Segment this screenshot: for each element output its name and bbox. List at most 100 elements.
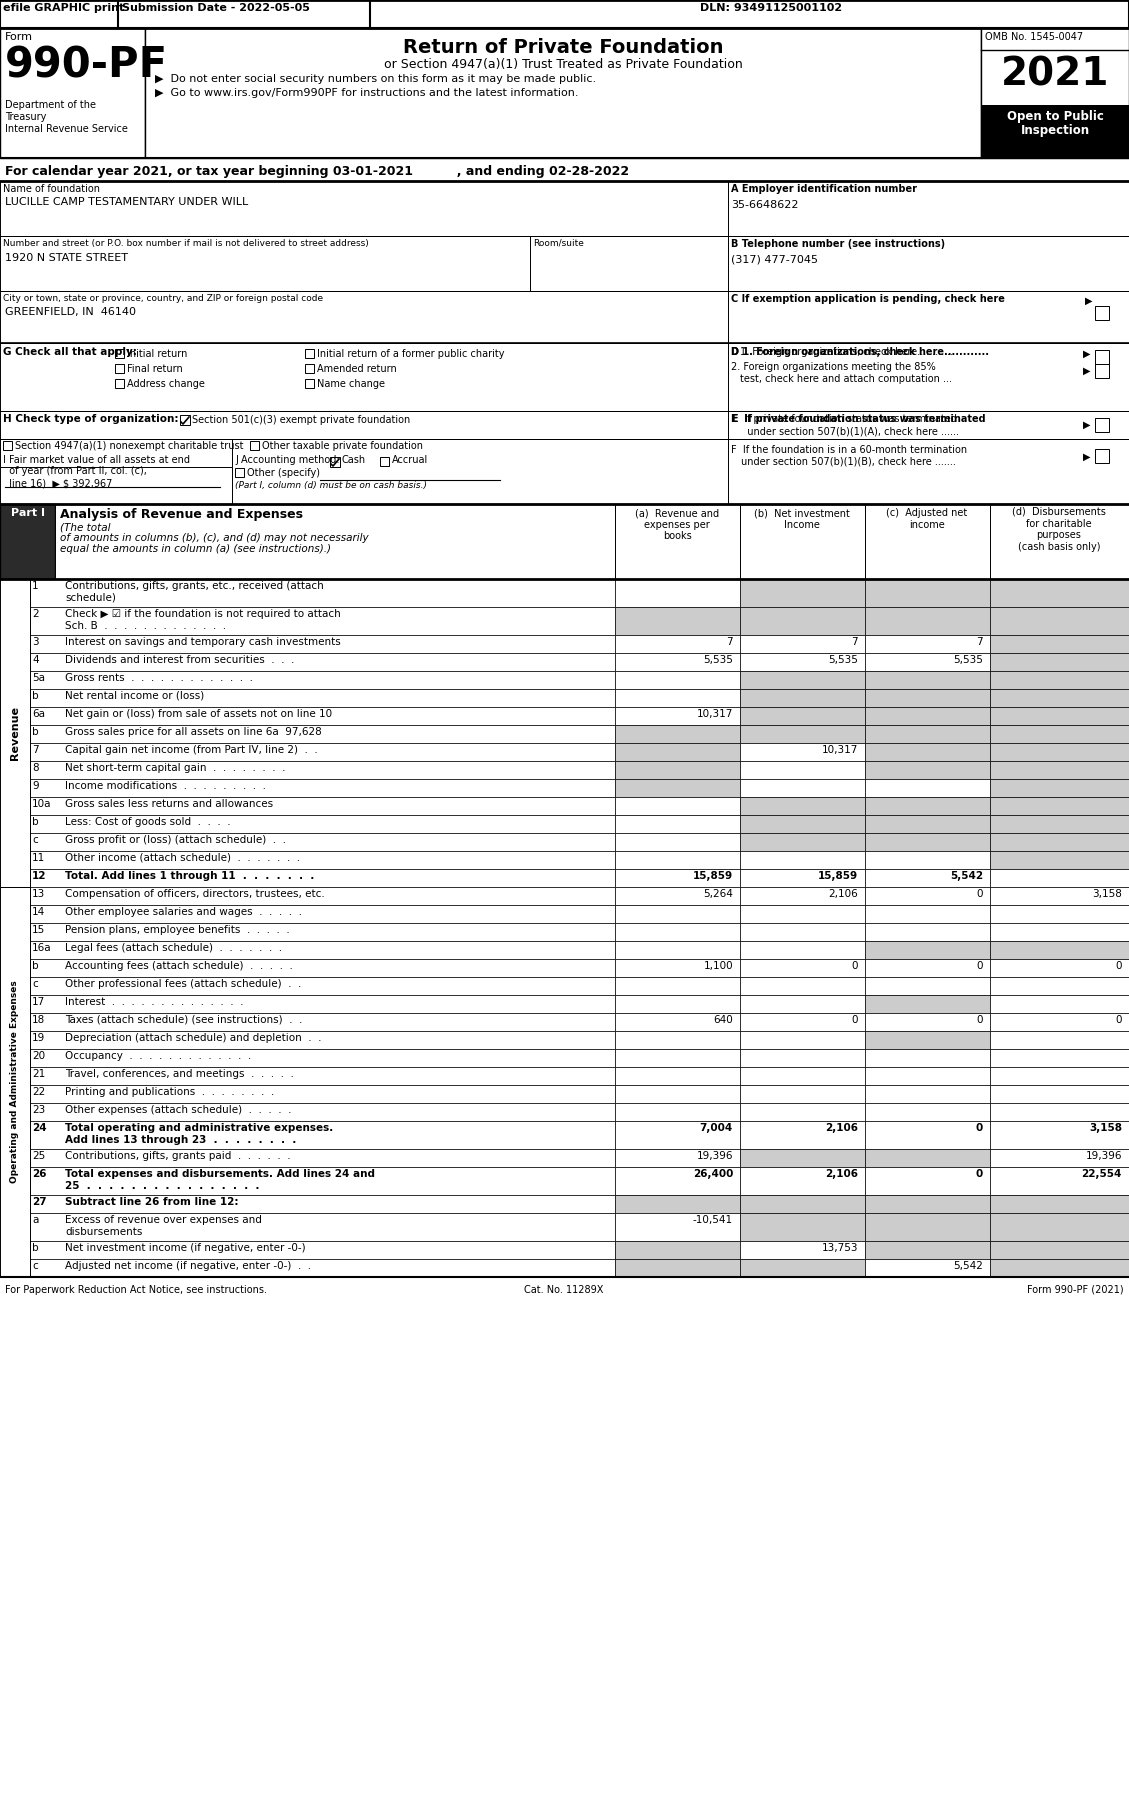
Bar [739, 743, 865, 761]
Bar [30, 1241, 615, 1259]
Bar [990, 653, 1129, 671]
Bar [615, 503, 739, 579]
Bar [0, 503, 55, 579]
Bar [865, 1066, 990, 1084]
Text: 22: 22 [32, 1088, 45, 1097]
Bar [728, 291, 1129, 343]
Text: 15,859: 15,859 [693, 870, 733, 881]
Text: Revenue: Revenue [10, 707, 20, 761]
Bar [180, 415, 190, 424]
Bar [865, 1214, 990, 1241]
Bar [615, 1066, 739, 1084]
Text: (The total: (The total [60, 521, 111, 532]
Bar [865, 1149, 990, 1167]
Bar [615, 1241, 739, 1259]
Bar [615, 976, 739, 994]
Text: (317) 477-7045: (317) 477-7045 [730, 255, 819, 264]
Text: under section 507(b)(1)(A), check here ......: under section 507(b)(1)(A), check here .… [741, 426, 959, 435]
Bar [30, 1167, 615, 1196]
Bar [990, 761, 1129, 779]
Bar [865, 608, 990, 635]
Bar [728, 182, 1129, 236]
Text: J Accounting method:: J Accounting method: [235, 455, 340, 466]
Text: test, check here and attach computation ...: test, check here and attach computation … [739, 374, 952, 385]
Bar [728, 236, 1129, 291]
Bar [990, 608, 1129, 635]
Text: I Fair market value of all assets at end: I Fair market value of all assets at end [3, 455, 190, 466]
Text: For calendar year 2021, or tax year beginning 03-01-2021          , and ending 0: For calendar year 2021, or tax year begi… [5, 165, 629, 178]
Text: 23: 23 [32, 1106, 45, 1115]
Text: of amounts in columns (b), (c), and (d) may not necessarily: of amounts in columns (b), (c), and (d) … [60, 532, 369, 543]
Text: equal the amounts in column (a) (see instructions).): equal the amounts in column (a) (see ins… [60, 545, 331, 554]
Bar [865, 635, 990, 653]
Text: 12: 12 [32, 870, 46, 881]
Bar [30, 608, 615, 635]
Bar [739, 1214, 865, 1241]
Bar [30, 1102, 615, 1120]
Text: (b)  Net investment
Income: (b) Net investment Income [754, 509, 850, 530]
Text: 3,158: 3,158 [1089, 1124, 1122, 1133]
Bar [739, 814, 865, 832]
Bar [739, 1241, 865, 1259]
Text: a: a [32, 1215, 38, 1224]
Text: Initial return: Initial return [126, 349, 187, 360]
Bar [865, 1030, 990, 1048]
Bar [990, 850, 1129, 868]
Bar [739, 579, 865, 608]
Bar [615, 904, 739, 922]
Bar [739, 1084, 865, 1102]
Bar [990, 1241, 1129, 1259]
Text: 1920 N STATE STREET: 1920 N STATE STREET [5, 254, 128, 263]
Bar [30, 832, 615, 850]
Bar [865, 850, 990, 868]
Bar [380, 457, 390, 466]
Bar [739, 1120, 865, 1149]
Bar [30, 761, 615, 779]
Bar [615, 653, 739, 671]
Text: 19: 19 [32, 1034, 45, 1043]
Text: 19,396: 19,396 [697, 1151, 733, 1162]
Text: b: b [32, 816, 38, 827]
Text: Accrual: Accrual [392, 455, 428, 466]
Bar [30, 1120, 615, 1149]
Text: E  If private foundation status was terminated: E If private foundation status was termi… [730, 414, 986, 424]
Text: Form 990-PF (2021): Form 990-PF (2021) [1027, 1286, 1124, 1295]
Bar [30, 1012, 615, 1030]
Text: 0: 0 [1115, 1016, 1122, 1025]
Text: 27: 27 [32, 1197, 46, 1206]
Text: Cash: Cash [342, 455, 366, 466]
Bar [30, 886, 615, 904]
Text: 10a: 10a [32, 798, 52, 809]
Bar [55, 503, 615, 579]
Bar [865, 994, 990, 1012]
Bar [30, 814, 615, 832]
Bar [1095, 450, 1109, 464]
Bar [865, 707, 990, 725]
Bar [30, 868, 615, 886]
Bar [739, 832, 865, 850]
Text: 0: 0 [977, 1016, 983, 1025]
Bar [739, 904, 865, 922]
Text: 26: 26 [32, 1169, 46, 1179]
Text: Final return: Final return [126, 363, 183, 374]
Text: 17: 17 [32, 998, 45, 1007]
Bar [865, 1102, 990, 1120]
Text: under section 507(b)(1)(B), check here .......: under section 507(b)(1)(B), check here .… [741, 457, 956, 467]
Text: 0: 0 [851, 1016, 858, 1025]
Text: A Employer identification number: A Employer identification number [730, 183, 917, 194]
Bar [739, 797, 865, 814]
Text: 21: 21 [32, 1070, 45, 1079]
Text: Gross rents  .  .  .  .  .  .  .  .  .  .  .  .  .: Gross rents . . . . . . . . . . . . . [65, 672, 253, 683]
Bar [739, 761, 865, 779]
Bar [615, 707, 739, 725]
Text: 18: 18 [32, 1016, 45, 1025]
Text: 5,535: 5,535 [953, 654, 983, 665]
Bar [739, 958, 865, 976]
Text: Section 501(c)(3) exempt private foundation: Section 501(c)(3) exempt private foundat… [192, 415, 410, 424]
Text: 8: 8 [32, 762, 38, 773]
Bar [0, 291, 728, 343]
Text: ▶: ▶ [1083, 367, 1091, 376]
Bar [145, 29, 981, 158]
Text: 990-PF: 990-PF [5, 45, 168, 86]
Text: ▶  Go to www.irs.gov/Form990PF for instructions and the latest information.: ▶ Go to www.irs.gov/Form990PF for instru… [155, 88, 578, 99]
